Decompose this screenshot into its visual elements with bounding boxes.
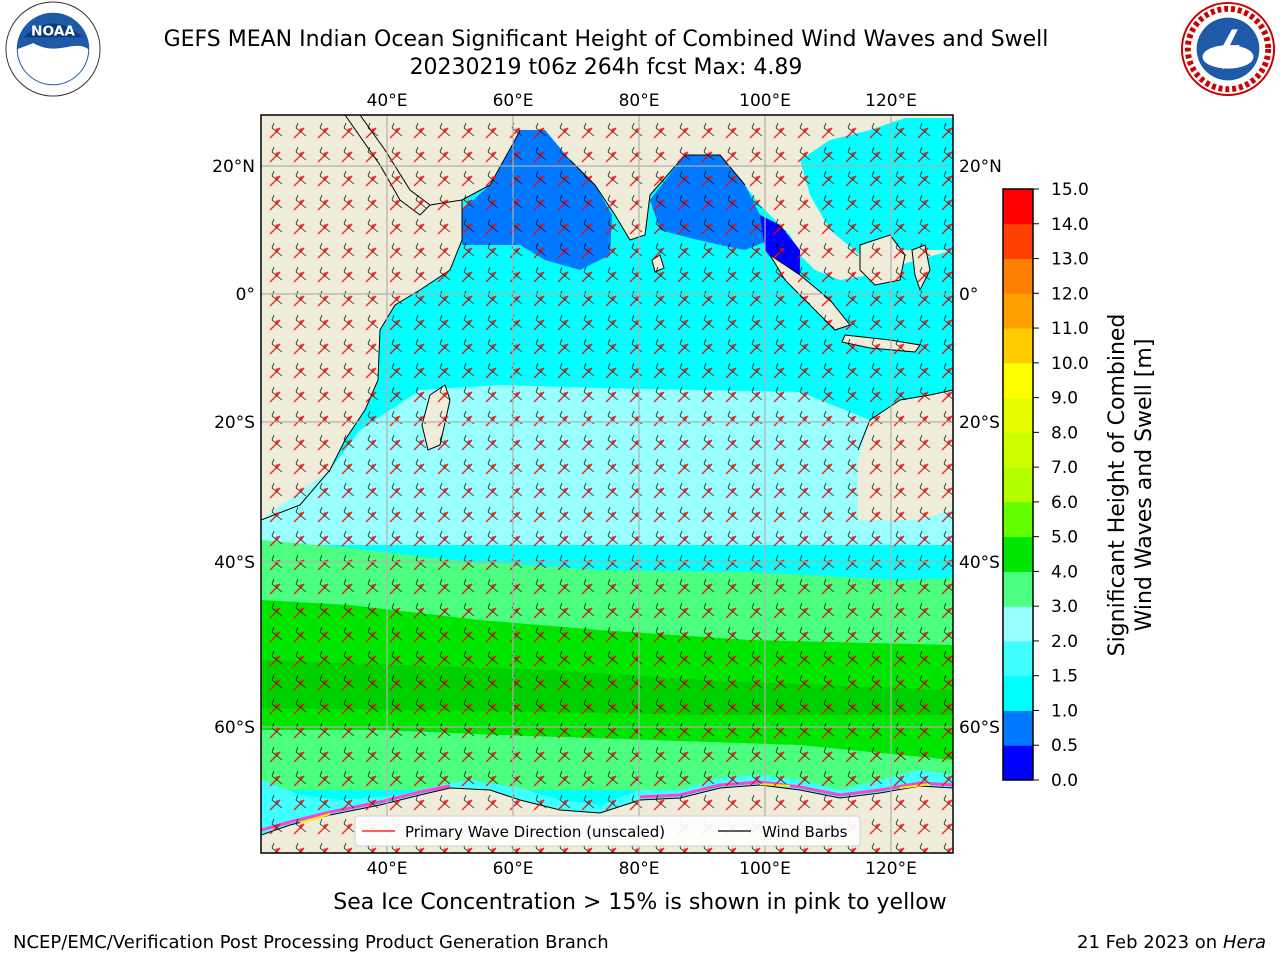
lon-label-top: 40°E [367,91,408,111]
noaa-logo: NOAA [5,1,101,97]
colorbar-segment [1003,362,1033,399]
colorbar-segment [1003,189,1033,225]
colorbar-segment [1003,536,1033,572]
lat-label-left: 40°S [214,553,255,573]
colorbar-label-line2: Wind Waves and Swell [m] [1132,339,1157,632]
colorbar-tick-label: 3.0 [1051,597,1078,617]
map-legend: Primary Wave Direction (unscaled) Wind B… [354,815,861,847]
colorbar-label: Significant Height of Combined Wind Wave… [1105,314,1157,657]
left-lat-labels: 20°N 0° 20°S 40°S 60°S [212,157,255,738]
colorbar-segment [1003,675,1033,711]
colorbar-segment [1003,223,1033,260]
lat-label-left: 20°S [214,413,255,433]
map-area [261,115,953,853]
colorbar-segment [1003,258,1033,294]
lat-label-right: 40°S [959,553,1000,573]
colorbar-segment [1003,571,1033,607]
footer-date: 21 Feb 2023 on Hera [1077,932,1266,953]
legend-wave-direction: Primary Wave Direction (unscaled) [405,823,665,841]
colorbar-tick-label: 15.0 [1051,180,1089,200]
colorbar-segment [1003,710,1033,746]
footer-branch: NCEP/EMC/Verification Post Processing Pr… [13,932,609,953]
lat-label-right: 20°S [959,413,1000,433]
colorbar-segment [1003,640,1033,677]
top-lon-labels: 40°E 60°E 80°E 100°E 120°E [367,91,917,111]
legend-box [354,815,861,847]
colorbar-tick-label: 1.0 [1051,701,1078,721]
colorbar-tick-label: 0.5 [1051,736,1078,756]
lon-label-top: 60°E [493,91,534,111]
colorbar-segment [1003,432,1033,468]
colorbar-tick-label: 10.0 [1051,354,1089,374]
lon-label-bottom: 100°E [739,859,791,879]
map-frame [260,114,954,854]
colorbar: 0.0 0.5 1.0 1.5 2.0 3.0 4.0 5.0 6.0 7.0 8.0 9.0 10.0… [1002,180,1089,791]
right-lat-labels: 20°N 0° 20°S 40°S 60°S [959,157,1002,738]
colorbar-tick-label: 14.0 [1051,215,1089,235]
gridlines [261,115,953,853]
colorbar-tick-label: 12.0 [1051,284,1089,304]
lon-label-top: 120°E [865,91,917,111]
colorbar-segment [1003,501,1033,538]
chart-subtitle-forecast: 20230219 t06z 264h fcst Max: 4.89 [409,55,803,80]
lon-label-bottom: 80°E [619,859,660,879]
colorbar-frame [1002,188,1034,781]
colorbar-segment [1003,397,1033,433]
lat-label-left: 20°N [212,157,255,177]
lon-label-bottom: 40°E [367,859,408,879]
colorbar-tick-label: 13.0 [1051,250,1089,270]
chart-title: GEFS MEAN Indian Ocean Significant Heigh… [163,27,1049,52]
lat-label-right: 0° [959,285,978,305]
colorbar-tick-label: 0.0 [1051,771,1078,791]
colorbar-segment [1003,745,1033,781]
colorbar-tick-label: 11.0 [1051,319,1089,339]
colorbar-label-line1: Significant Height of Combined [1105,314,1130,657]
colorbar-tick-label: 7.0 [1051,458,1078,478]
lon-label-top: 100°E [739,91,791,111]
colorbar-tick-label: 9.0 [1051,389,1078,409]
national-weather-service-logo [1180,1,1276,97]
lon-label-top: 80°E [619,91,660,111]
lat-label-left: 60°S [214,718,255,738]
colorbar-tick-label: 1.5 [1051,667,1078,687]
lat-label-right: 20°N [959,157,1002,177]
colorbar-tick-label: 5.0 [1051,528,1078,548]
footer-date-text: 21 Feb 2023 on [1077,932,1218,953]
lat-label-left: 0° [236,285,255,305]
colorbar-tick-label: 4.0 [1051,562,1078,582]
lon-label-bottom: 120°E [865,859,917,879]
lat-label-right: 60°S [959,718,1000,738]
footer-host: Hera [1222,932,1266,953]
colorbar-segment [1003,328,1033,364]
colorbar-segment [1003,467,1033,503]
wind-barbs-and-wave-arrows [261,115,953,853]
colorbar-tick-label: 6.0 [1051,493,1078,513]
colorbar-segment [1003,606,1033,642]
bottom-lon-labels: 40°E 60°E 80°E 100°E 120°E [367,859,917,879]
lon-label-bottom: 60°E [493,859,534,879]
colorbar-tick-label: 8.0 [1051,423,1078,443]
colorbar-tick-label: 2.0 [1051,632,1078,652]
colorbar-segment [1003,293,1033,329]
svg-text:NOAA: NOAA [31,23,75,39]
legend-wind-barbs: Wind Barbs [762,823,848,841]
sea-ice-note: Sea Ice Concentration > 15% is shown in … [333,890,947,915]
